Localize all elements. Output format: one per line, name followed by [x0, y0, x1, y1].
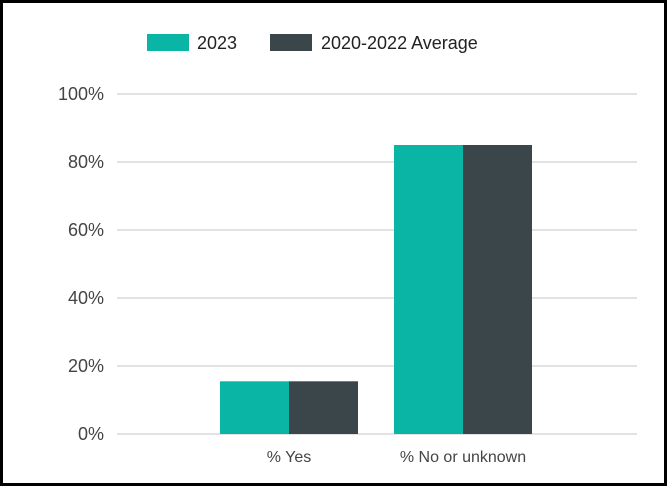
bar-series-2023-0: [220, 381, 289, 434]
y-axis-ticks: 0% 20% 40% 60% 80% 100%: [58, 84, 104, 444]
bar-series-average-0: [289, 381, 358, 434]
gridlines: [117, 93, 637, 435]
bar-series-average-1: [463, 145, 532, 434]
y-tick-label: 100%: [58, 84, 104, 104]
y-tick-label: 0%: [78, 424, 104, 444]
y-tick-label: 20%: [68, 356, 104, 376]
y-tick-label: 60%: [68, 220, 104, 240]
y-tick-label: 40%: [68, 288, 104, 308]
x-axis-labels: % Yes % No or unknown: [267, 449, 526, 466]
legend-swatch: [147, 34, 189, 51]
legend: 2023 2020-2022 Average: [147, 33, 478, 53]
x-category-label: % Yes: [267, 449, 311, 466]
legend-swatch: [270, 34, 312, 51]
bar-series-2023-1: [394, 145, 463, 434]
legend-label: 2020-2022 Average: [321, 33, 478, 53]
y-tick-label: 80%: [68, 152, 104, 172]
legend-label: 2023: [197, 33, 237, 53]
bars: [220, 145, 532, 434]
x-category-label: % No or unknown: [400, 449, 526, 466]
